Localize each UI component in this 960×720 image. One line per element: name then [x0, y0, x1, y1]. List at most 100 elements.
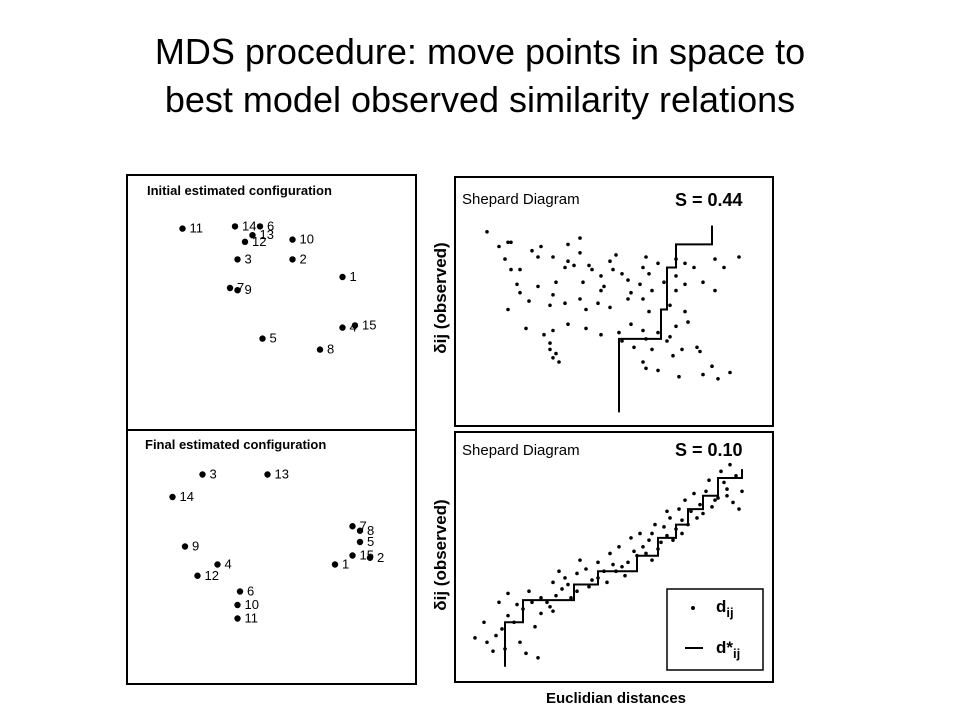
shepard-final-dij-point	[719, 469, 723, 474]
shepard-initial-dij-point	[608, 259, 612, 264]
shepard-initial-dij-point	[626, 297, 630, 301]
shepard-final-dij-point	[692, 491, 696, 496]
shepard-final-dij-point	[689, 509, 693, 514]
final-point-13	[264, 471, 271, 478]
shepard-initial-dij-point	[602, 284, 606, 289]
shepard-final-dij-point	[740, 489, 744, 494]
shepard-initial-dij-point	[656, 261, 660, 266]
shepard-final-dij-point	[482, 620, 486, 625]
shepard-final-dij-point	[590, 578, 594, 582]
shepard-initial-dij-point	[620, 272, 624, 276]
shepard-initial-frame	[454, 176, 774, 427]
shepard-initial-dij-point	[518, 267, 522, 272]
initial-label-7: 7	[237, 280, 244, 295]
shepard-final-dij-point	[701, 511, 705, 516]
shepard-final-dij-point	[626, 560, 630, 565]
shepard-initial-dij-point	[617, 330, 621, 335]
title-line-1: MDS procedure: move points in space to	[154, 31, 806, 72]
initial-label-3: 3	[245, 251, 252, 266]
shepard-final-dij-point	[662, 525, 666, 529]
initial-label-11: 11	[190, 221, 204, 236]
shepard-initial-dij-point	[536, 284, 540, 289]
shepard-initial-dij-point	[509, 240, 513, 245]
shepard-initial-dij-point	[698, 349, 702, 354]
initial-point-11	[179, 225, 186, 232]
shepard-initial-dij-point	[710, 364, 714, 369]
shepard-initial-dij-point	[518, 290, 522, 295]
shepard-initial-dij-point	[671, 353, 675, 358]
shepard-initial-dij-point	[563, 265, 567, 270]
shepard-initial-dij-point	[674, 274, 678, 278]
shepard-initial-dij-point	[551, 356, 555, 360]
shepard-final-dij-point	[545, 600, 549, 605]
shepard-final-dij-point	[506, 591, 510, 596]
shepard-final-dij-point	[551, 609, 555, 613]
final-label-9: 9	[192, 539, 199, 554]
shepard-final-dij-point	[485, 640, 489, 645]
final-config-title: Final estimated configuration	[145, 437, 326, 452]
shepard-initial-title: Shepard Diagram	[462, 191, 580, 208]
shepard-final-dij-point	[563, 576, 567, 580]
shepard-initial-dij-point	[614, 253, 618, 257]
initial-label-13: 13	[260, 227, 274, 242]
shepard-initial-dij-point	[713, 257, 717, 261]
shepard-initial-dij-point	[662, 280, 666, 285]
initial-label-1: 1	[350, 269, 357, 284]
shepard-final-dij-point	[584, 567, 588, 571]
y-axis-label-top: δij (observed)	[431, 242, 450, 353]
shepard-final-dij-point	[665, 509, 669, 514]
shepard-initial-dij-point	[566, 242, 570, 247]
shepard-initial-dstar-step-line	[618, 225, 713, 413]
y-axis-label-bottom: δij (observed)	[431, 499, 450, 610]
shepard-final-dij-point	[668, 516, 672, 520]
initial-label-15: 15	[362, 317, 376, 332]
shepard-final-dij-point	[671, 538, 675, 542]
shepard-initial-dij-point	[641, 265, 645, 270]
final-point-4	[214, 561, 221, 568]
shepard-initial-dij-point	[665, 339, 669, 343]
shepard-initial-dij-point	[485, 230, 489, 234]
shepard-initial-dij-point	[683, 309, 687, 314]
initial-label-14: 14	[242, 218, 256, 233]
shepard-final-dij-point	[680, 518, 684, 522]
final-label-13: 13	[275, 467, 289, 482]
final-point-15	[349, 552, 356, 559]
shepard-final-dij-point	[677, 507, 681, 511]
shepard-initial-dij-point	[632, 345, 636, 350]
final-point-9	[181, 543, 189, 550]
shepard-initial-dij-point	[650, 347, 654, 352]
shepard-initial-dij-point	[548, 347, 552, 352]
shepard-initial-dij-point	[674, 324, 678, 329]
shepard-final-dij-point	[629, 536, 633, 540]
shepard-initial-dij-point	[581, 280, 585, 285]
shepard-final-dij-point	[536, 656, 540, 660]
shepard-final-dij-point	[524, 651, 528, 656]
shepard-initial-dij-point	[536, 255, 540, 259]
shepard-initial-dij-point	[680, 347, 684, 352]
final-label-10: 10	[245, 597, 259, 612]
shepard-final-dij-point	[506, 613, 510, 618]
initial-point-8	[316, 346, 324, 353]
initial-label-6: 6	[267, 218, 274, 233]
shepard-final-dij-point	[638, 531, 642, 536]
shepard-initial-dij-point	[509, 267, 513, 272]
initial-point-1	[339, 273, 346, 281]
shepard-initial-dij-point	[647, 272, 651, 276]
final-point-6	[236, 588, 244, 595]
final-point-5	[356, 538, 364, 546]
shepard-initial-dij-point	[701, 280, 705, 285]
final-label-6: 6	[247, 584, 254, 599]
shepard-initial-dij-point	[668, 335, 672, 339]
final-point-2	[366, 554, 374, 561]
final-label-8: 8	[367, 523, 374, 538]
shepard-final-title: Shepard Diagram	[462, 442, 580, 459]
final-point-12	[194, 572, 201, 579]
final-label-2: 2	[377, 550, 384, 565]
final-config-frame	[126, 429, 417, 685]
shepard-initial-dij-point	[626, 278, 630, 282]
shepard-initial-dij-point	[503, 257, 507, 261]
initial-config-frame	[126, 174, 417, 431]
shepard-initial-dij-point	[641, 360, 645, 364]
shepard-final-dij-point	[710, 505, 714, 509]
initial-point-2	[289, 256, 296, 263]
